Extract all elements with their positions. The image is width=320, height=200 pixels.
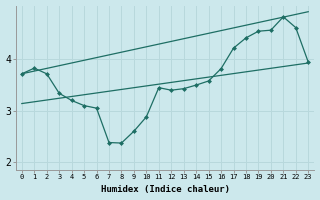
X-axis label: Humidex (Indice chaleur): Humidex (Indice chaleur) (100, 185, 229, 194)
